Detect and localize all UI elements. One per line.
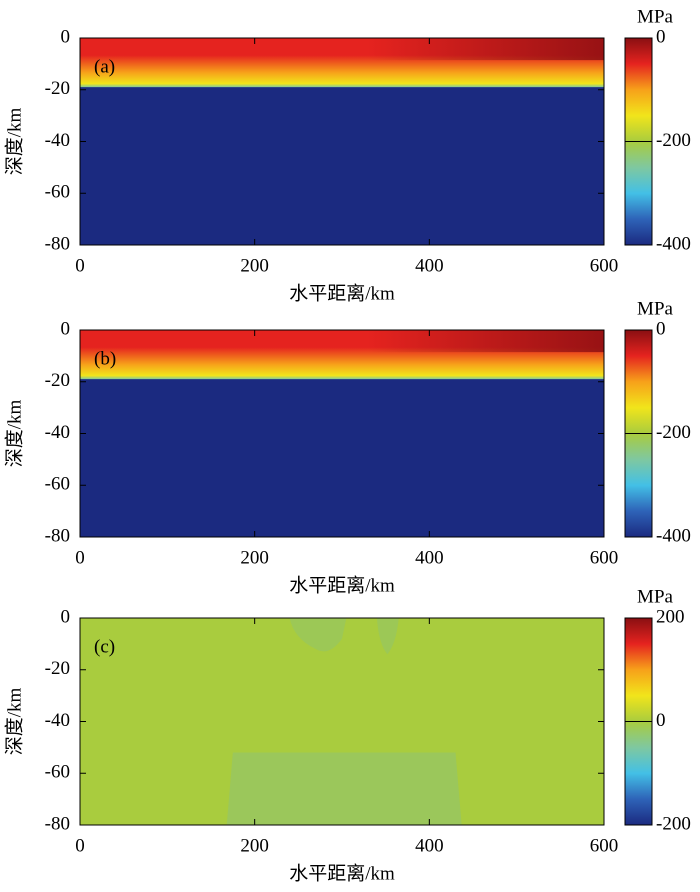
y-axis-label: 深度/km bbox=[3, 400, 25, 468]
y-tick-label: -20 bbox=[45, 658, 70, 679]
y-axis-label: 深度/km bbox=[3, 108, 25, 176]
y-tick-label: 0 bbox=[61, 318, 71, 339]
x-tick-label: 0 bbox=[75, 255, 85, 276]
y-tick-label: -40 bbox=[45, 422, 70, 443]
panel: (b) 0 200 400 600 0 -20 -40 -60 -80 水平距离/km 深度/km -4… bbox=[3, 298, 690, 596]
x-tick-label: 0 bbox=[75, 547, 85, 568]
colorbar-tick-label: 0 bbox=[656, 26, 666, 47]
y-tick-label: -40 bbox=[45, 710, 70, 731]
y-tick-label: -20 bbox=[45, 78, 70, 99]
x-tick-label: 400 bbox=[415, 835, 444, 856]
x-tick-label: 600 bbox=[590, 835, 619, 856]
x-axis-label: 水平距离/km bbox=[289, 282, 395, 304]
y-tick-label: -60 bbox=[45, 762, 70, 783]
colorbar-tick-label: 0 bbox=[656, 710, 666, 731]
colorbar-tick-label: 0 bbox=[656, 318, 666, 339]
colorbar-tick-label: 200 bbox=[656, 606, 685, 627]
field-patch bbox=[289, 618, 347, 652]
panel-label: (c) bbox=[94, 636, 115, 657]
y-tick-label: 0 bbox=[61, 606, 71, 627]
field-patch bbox=[226, 752, 462, 825]
x-tick-label: 200 bbox=[240, 835, 269, 856]
colorbar-label: MPa bbox=[637, 6, 673, 27]
colorbar-label: MPa bbox=[637, 298, 673, 319]
panel-label: (a) bbox=[94, 56, 115, 77]
x-tick-label: 400 bbox=[415, 255, 444, 276]
y-tick-label: -80 bbox=[45, 813, 70, 834]
x-tick-label: 200 bbox=[240, 255, 269, 276]
x-tick-label: 600 bbox=[590, 547, 619, 568]
y-tick-label: -80 bbox=[45, 233, 70, 254]
colorbar-label: MPa bbox=[637, 586, 673, 607]
x-axis-label: 水平距离/km bbox=[289, 862, 395, 884]
panel-label: (b) bbox=[94, 348, 116, 369]
y-axis-label: 深度/km bbox=[3, 688, 25, 756]
colorbar-tick-label: -200 bbox=[656, 422, 691, 443]
y-tick-label: -60 bbox=[45, 474, 70, 495]
y-tick-label: -60 bbox=[45, 182, 70, 203]
colorbar-tick-label: -200 bbox=[656, 813, 691, 834]
x-axis-label: 水平距离/km bbox=[289, 574, 395, 596]
x-tick-label: 600 bbox=[590, 255, 619, 276]
x-tick-label: 0 bbox=[75, 835, 85, 856]
y-tick-label: -20 bbox=[45, 370, 70, 391]
field-upper-layer-shade bbox=[80, 330, 604, 353]
y-tick-label: -40 bbox=[45, 130, 70, 151]
field-patch bbox=[376, 618, 399, 655]
x-tick-label: 200 bbox=[240, 547, 269, 568]
panel: (a) 0 200 400 600 0 -20 -40 -60 -80 水平距离/km 深度/km -4… bbox=[3, 6, 690, 304]
field-upper-layer-shade bbox=[80, 38, 604, 61]
y-tick-label: 0 bbox=[61, 26, 71, 47]
colorbar-tick-label: -200 bbox=[656, 130, 691, 151]
y-tick-label: -80 bbox=[45, 525, 70, 546]
colorbar-tick-label: -400 bbox=[656, 525, 691, 546]
colorbar-tick-label: -400 bbox=[656, 233, 691, 254]
panel: (c) 0 200 400 600 0 -20 -40 -60 -80 水平距离/km 深度/km -2… bbox=[3, 586, 690, 884]
x-tick-label: 400 bbox=[415, 547, 444, 568]
